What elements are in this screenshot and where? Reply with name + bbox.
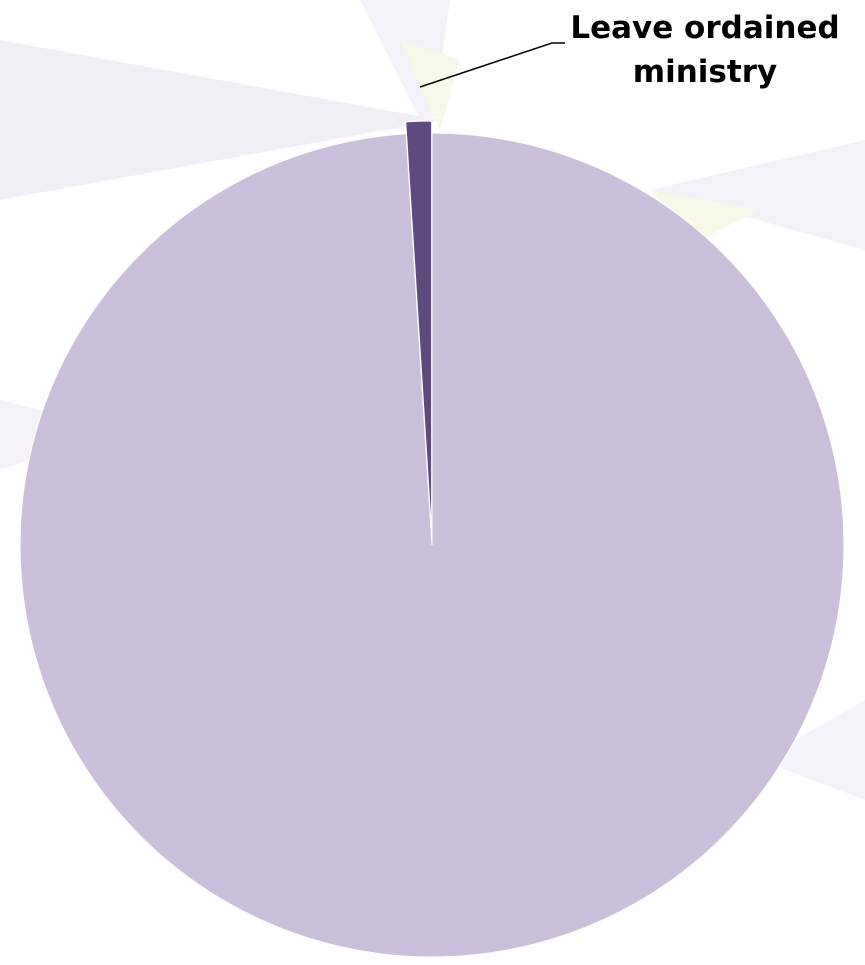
decor-ray xyxy=(650,140,865,250)
slice-label: Leave ordained ministry xyxy=(570,10,840,90)
decor-ray xyxy=(360,0,450,140)
decor-ray xyxy=(650,190,760,240)
decor-ray xyxy=(400,40,460,130)
pie-slice xyxy=(405,120,433,534)
pie xyxy=(19,120,845,958)
pie-slice xyxy=(19,132,845,958)
leader-line xyxy=(419,42,565,88)
decor-ray xyxy=(760,700,865,800)
decor-ray xyxy=(0,40,440,200)
